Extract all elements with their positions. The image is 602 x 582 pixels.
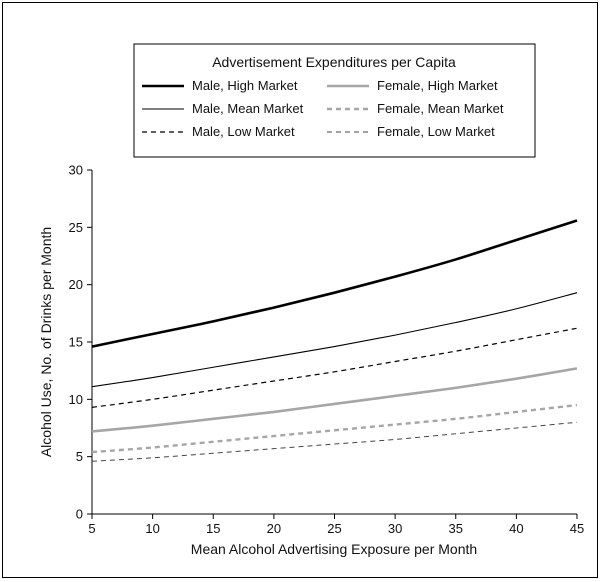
x-tick-label: 5 [88, 521, 95, 536]
legend-label: Female, Low Market [377, 124, 495, 139]
series-line-male-high-market [91, 219, 578, 348]
legend-box [133, 43, 536, 158]
legend-label: Male, Mean Market [192, 101, 304, 116]
y-tick-label: 0 [76, 507, 83, 522]
x-tick-label: 45 [570, 521, 584, 536]
series-line-female-high-market [91, 367, 578, 433]
y-tick-label: 20 [69, 277, 83, 292]
series-line-female-mean-market [91, 403, 578, 454]
legend-title: Advertisement Expenditures per Capita [212, 54, 456, 70]
y-tick-label: 15 [69, 335, 83, 350]
series-line-male-low-market [91, 327, 578, 408]
y-tick-label: 30 [69, 163, 83, 178]
legend-label: Female, Mean Market [377, 101, 504, 116]
legend: Advertisement Expenditures per Capita Ma… [133, 43, 536, 158]
y-tick-label: 25 [69, 220, 83, 235]
x-tick-label: 40 [509, 521, 523, 536]
y-axis-title: Alcohol Use, No. of Drinks per Month [38, 227, 54, 457]
y-tick-label: 10 [69, 392, 83, 407]
series-line-female-low-market [91, 421, 578, 462]
y-ticks: 0 5 10 15 20 25 30 [69, 163, 92, 522]
x-axis-title: Mean Alcohol Advertising Exposure per Mo… [191, 541, 477, 557]
x-tick-label: 10 [145, 521, 159, 536]
y-tick-label: 5 [76, 449, 83, 464]
x-tick-label: 35 [449, 521, 463, 536]
x-tick-label: 30 [388, 521, 402, 536]
x-tick-label: 20 [267, 521, 281, 536]
series-line-male-mean-market [91, 292, 578, 388]
legend-label: Male, High Market [192, 78, 298, 93]
x-ticks: 5 10 15 20 25 30 35 40 45 [88, 514, 584, 536]
series-lines [91, 219, 578, 462]
x-tick-label: 15 [206, 521, 220, 536]
legend-items: Male, High Market Male, Mean Market Male, … [142, 78, 504, 139]
x-tick-label: 25 [327, 521, 341, 536]
legend-label: Male, Low Market [192, 124, 295, 139]
legend-label: Female, High Market [377, 78, 498, 93]
